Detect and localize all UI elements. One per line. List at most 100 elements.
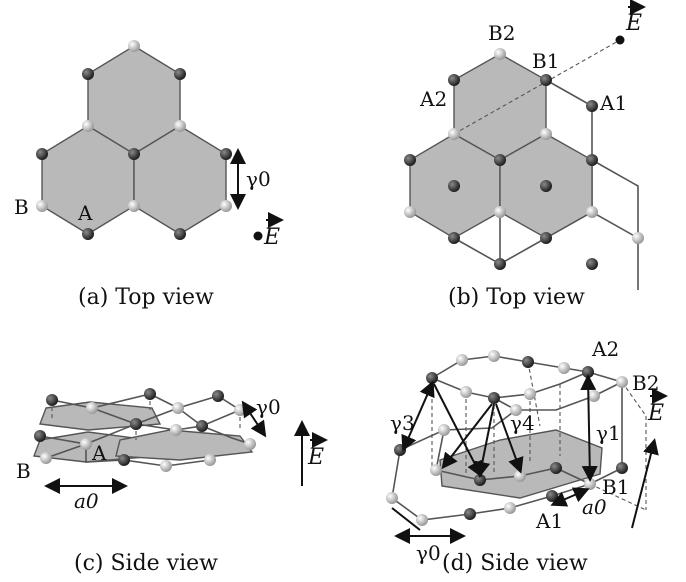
label-A1: A1 <box>599 91 627 115</box>
label-E: E <box>263 225 280 250</box>
label-A1: A1 <box>535 509 563 533</box>
label-B2: B2 <box>632 371 659 395</box>
gamma3-arrow <box>433 383 482 478</box>
caption-d: (d) Side view <box>442 551 588 576</box>
atom <box>82 120 94 132</box>
atom <box>494 48 506 60</box>
atom <box>540 74 552 86</box>
atom <box>558 362 570 374</box>
panel-b: E B2 B1 A2 A1 (b) Top view <box>404 0 646 310</box>
gamma4-arrow <box>495 403 524 474</box>
atom <box>448 74 460 86</box>
label-A2: A2 <box>419 87 447 111</box>
atom <box>204 454 216 466</box>
atom <box>212 390 224 402</box>
atom <box>582 366 594 378</box>
atom <box>460 386 472 398</box>
atom <box>36 148 48 160</box>
atoms-a <box>36 40 232 240</box>
atom <box>584 478 596 490</box>
label-gamma1: γ1 <box>596 421 621 445</box>
atom <box>514 470 526 482</box>
atom <box>430 464 442 476</box>
label-gamma4: γ4 <box>510 411 535 435</box>
atom <box>524 388 536 400</box>
atom <box>488 350 500 362</box>
atom <box>448 232 460 244</box>
atom <box>174 228 186 240</box>
atom <box>510 404 522 416</box>
atom <box>586 154 598 166</box>
atom <box>404 206 416 218</box>
atoms-b <box>404 48 644 270</box>
hexagon <box>39 401 162 431</box>
gamma0-arrow <box>391 507 421 531</box>
atom <box>118 454 130 466</box>
atom <box>34 430 46 442</box>
gamma3-arrow <box>401 380 435 452</box>
atom <box>172 402 184 414</box>
atom <box>80 438 92 450</box>
atom <box>550 462 562 474</box>
atom <box>616 376 628 388</box>
caption-b: (b) Top view <box>448 285 585 310</box>
field-dot <box>615 35 625 45</box>
gamma0-arrow <box>241 400 267 438</box>
atom <box>386 492 398 504</box>
atom <box>82 228 94 240</box>
panel-a: γ0 B A E (a) Top view <box>14 40 284 310</box>
atom <box>540 180 552 192</box>
label-A2: A2 <box>591 337 619 361</box>
label-E: E <box>307 445 324 470</box>
gamma4-arrow <box>474 403 495 478</box>
label-a0: a0 <box>582 495 607 519</box>
panel-d: A2 B2 γ3 γ4 γ1 B1 A1 a0 γ0 E (d) Side vi… <box>386 337 668 576</box>
atom <box>494 258 506 270</box>
atom <box>160 460 172 472</box>
atom <box>494 154 506 166</box>
atom <box>36 200 48 212</box>
atom <box>488 392 500 404</box>
atom <box>196 420 208 432</box>
atom <box>438 424 450 436</box>
panel-c: a0 γ0 B A E (c) Side view <box>16 388 328 576</box>
atom <box>130 418 142 430</box>
label-E: E <box>625 11 642 36</box>
atom <box>546 490 558 502</box>
atom <box>244 438 256 450</box>
caption-c: (c) Side view <box>74 551 218 576</box>
label-A: A <box>77 201 93 225</box>
atom <box>174 68 186 80</box>
atom <box>586 258 598 270</box>
gamma1-arrow <box>580 374 598 482</box>
atom <box>170 424 182 436</box>
atom <box>448 180 460 192</box>
atom <box>616 462 628 474</box>
field-dashed-line <box>453 39 621 135</box>
atom <box>504 502 516 514</box>
atom <box>522 356 534 368</box>
atom <box>464 508 476 520</box>
caption-a: (a) Top view <box>78 285 214 310</box>
atom <box>40 452 52 464</box>
atom <box>448 128 460 140</box>
atom <box>416 514 428 526</box>
field-arrow <box>631 438 659 529</box>
atom <box>474 474 486 486</box>
atom <box>144 388 156 400</box>
a0-arrow <box>550 487 590 507</box>
atom <box>86 402 98 414</box>
atom <box>128 40 140 52</box>
label-B: B <box>14 195 29 219</box>
atom <box>540 232 552 244</box>
label-a0: a0 <box>74 489 99 513</box>
atom <box>46 394 58 406</box>
label-B1: B1 <box>532 49 559 73</box>
label-gamma0: γ0 <box>256 395 281 419</box>
atom <box>220 148 232 160</box>
atom <box>128 148 140 160</box>
label-gamma3: γ3 <box>390 411 415 435</box>
atom <box>588 390 600 402</box>
label-B2: B2 <box>488 21 515 45</box>
atom <box>404 154 416 166</box>
